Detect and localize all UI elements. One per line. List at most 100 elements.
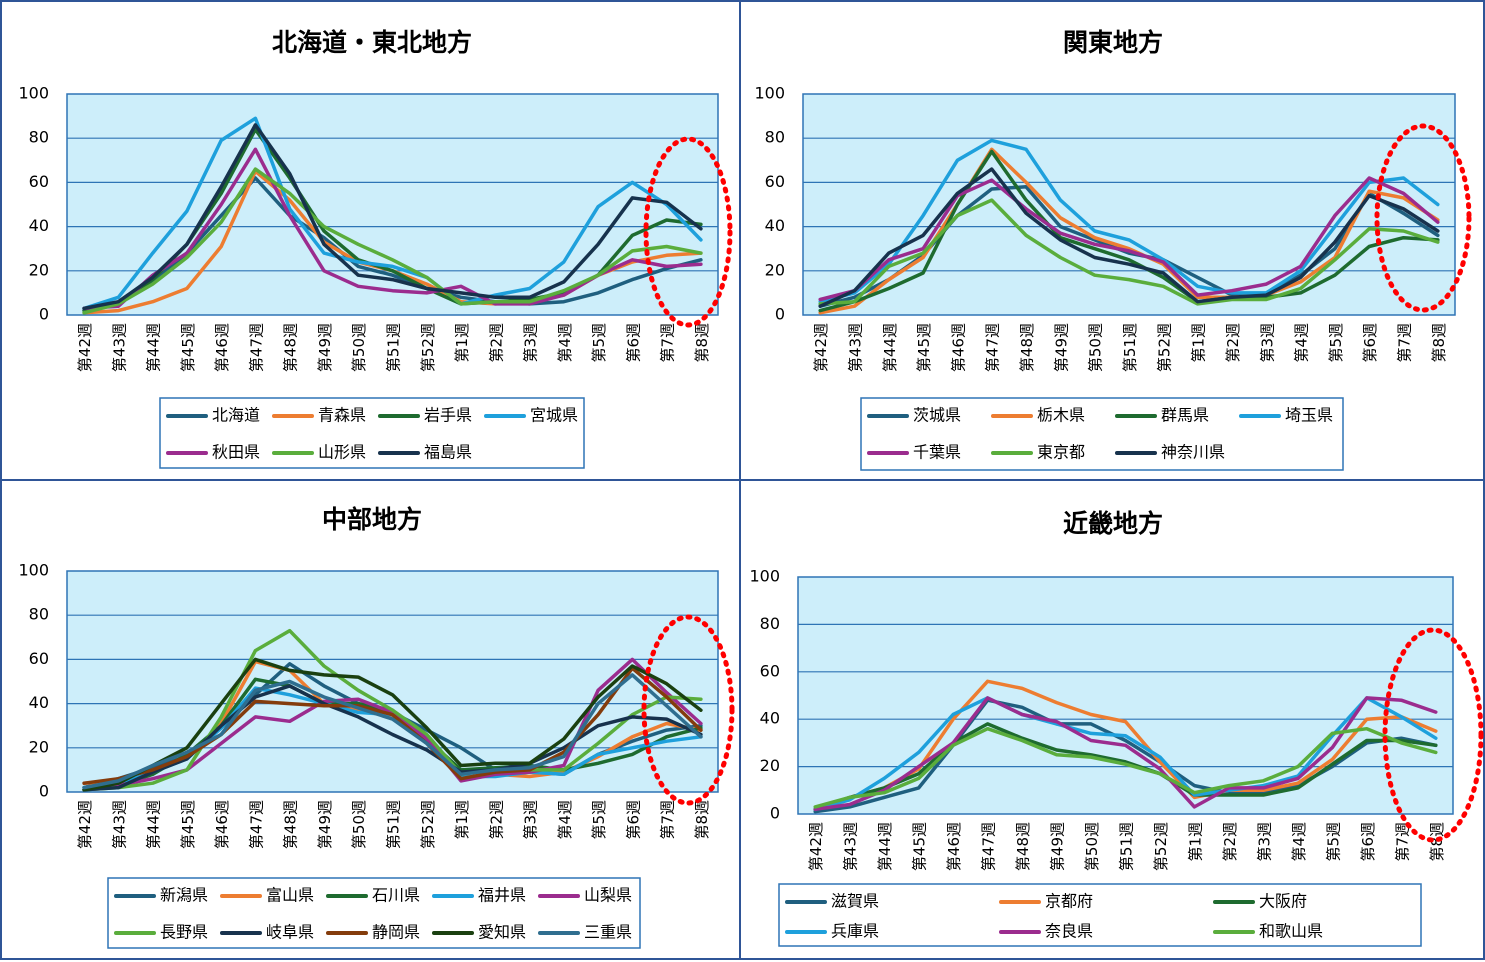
y-tick-label: 0 [775,305,785,324]
legend-label: 宮城県 [530,406,578,425]
x-tick-label: 第43週 [110,800,128,849]
x-tick-label: 第42週 [76,800,94,849]
series-line-和歌山県 [813,726,1438,809]
series-line-大阪府 [813,722,1438,812]
x-tick-label: 第8週 [693,323,711,363]
highlight-ellipse [1374,123,1472,313]
chart-panel-tohoku: 北海道・東北地方 0 20 40 60 80 100 第42週 第43週 第44週 第45週 第46週… [0,0,741,481]
x-tick-label: 第1週 [1190,323,1208,363]
chart-svg-kinki: 近畿地方 0 20 40 60 80 100 第42週 第43週 第44週 第45週 第46週 第47週… [749,509,1484,947]
y-tick-label: 0 [39,782,49,801]
x-tick-label: 第5週 [590,323,608,363]
legend-label: 栃木県 [1037,406,1085,425]
x-tick-label: 第44週 [881,323,899,372]
highlight-ellipse [643,136,733,328]
chart-svg-chubu: 中部地方 0 20 40 60 80 100 第42週 第43週 第44週 第45週 第46週 第47週… [18,505,735,949]
legend-label: 埼玉県 [1285,406,1333,425]
x-tick-label: 第43週 [110,323,128,372]
x-tick-label: 第2週 [487,323,505,363]
x-tick-label: 第4週 [1293,323,1311,363]
series-line-神奈川県 [818,167,1440,308]
legend-label: 神奈川県 [1161,443,1225,462]
y-tick-label: 40 [29,216,49,235]
legend-label: 長野県 [160,923,208,942]
y-tick-label: 100 [18,84,49,103]
legend-label: 愛知県 [478,923,526,942]
y-tick-label: 0 [770,804,780,823]
x-tick-label: 第4週 [556,323,574,363]
y-tick-label: 40 [765,216,785,235]
x-tick-label: 第48週 [1014,822,1032,871]
x-tick-label: 第52週 [1155,323,1173,372]
series-line-東京都 [818,198,1440,306]
y-tick-label: 0 [39,305,49,324]
y-tick-label: 60 [765,172,785,191]
y-tick-label: 60 [760,661,780,680]
x-tick-label: 第7週 [1393,822,1411,862]
x-tick-label: 第44週 [876,822,894,871]
x-tick-label: 第46週 [213,800,231,849]
legend-label: 青森県 [318,406,366,425]
x-tick-label: 第47週 [984,323,1002,372]
legend-label: 京都府 [1045,892,1093,911]
series-line-愛知県 [82,657,703,792]
legend-box [159,397,585,469]
highlight-ellipse [1382,627,1484,843]
x-tick-label: 第48週 [282,800,300,849]
legend-label: 和歌山県 [1259,922,1323,941]
y-tick-label: 60 [29,172,49,191]
legend-label: 福島県 [424,443,472,462]
x-tick-label: 第8週 [1430,323,1448,363]
x-tick-label: 第5週 [590,800,608,840]
x-tick-label: 第3週 [522,800,540,840]
legend-label: 群馬県 [1161,406,1209,425]
highlight-ellipse [641,614,735,806]
x-tick-label: 第51週 [1118,822,1136,871]
x-tick-label: 第50週 [1087,323,1105,372]
series-line-福島県 [82,123,703,311]
x-tick-label: 第45週 [915,323,933,372]
x-tick-label: 第45週 [179,800,197,849]
x-tick-label: 第3週 [1258,323,1276,363]
x-tick-label: 第2週 [1224,323,1242,363]
legend-label: 山形県 [318,443,366,462]
x-tick-label: 第2週 [487,800,505,840]
series-line-滋賀県 [813,698,1438,814]
legend-label: 北海道 [212,406,260,425]
x-tick-label: 第46週 [949,323,967,372]
x-tick-label: 第51週 [385,800,403,849]
series-line-京都府 [813,679,1438,812]
x-tick-label: 第7週 [659,323,677,363]
series-line-山形県 [82,167,703,315]
legend-label: 静岡県 [372,923,420,942]
legend-label: 滋賀県 [831,892,879,911]
y-tick-label: 20 [29,260,49,279]
series-line-千葉県 [818,176,1440,302]
series-line-群馬県 [818,149,1440,313]
y-tick-label: 40 [760,709,780,728]
x-tick-label: 第6週 [1359,822,1377,862]
legend-label: 茨城県 [913,406,961,425]
x-tick-label: 第47週 [980,822,998,871]
series-line-三重県 [82,673,703,790]
x-tick-label: 第48週 [282,323,300,372]
x-tick-label: 第52週 [419,323,437,372]
x-tick-label: 第7週 [1396,323,1414,363]
y-tick-label: 80 [29,605,49,624]
x-tick-label: 第42週 [807,822,825,871]
legend-label: 岩手県 [424,406,472,425]
x-tick-label: 第51週 [385,323,403,372]
x-tick-label: 第46週 [945,822,963,871]
chart-svg-tohoku: 北海道・東北地方 0 20 40 60 80 100 第42週 第43週 第44週 第45週 第46週… [18,28,733,469]
x-tick-label: 第2週 [1221,822,1239,862]
x-tick-label: 第46週 [213,323,231,372]
x-tick-label: 第47週 [247,800,265,849]
series-line-岐阜県 [82,684,703,792]
x-tick-label: 第7週 [659,800,677,840]
y-tick-label: 100 [754,84,785,103]
y-tick-label: 100 [18,561,49,580]
x-tick-label: 第49週 [316,800,334,849]
x-tick-label: 第51週 [1121,323,1139,372]
x-tick-label: 第45週 [179,323,197,372]
x-tick-label: 第4週 [1290,822,1308,862]
